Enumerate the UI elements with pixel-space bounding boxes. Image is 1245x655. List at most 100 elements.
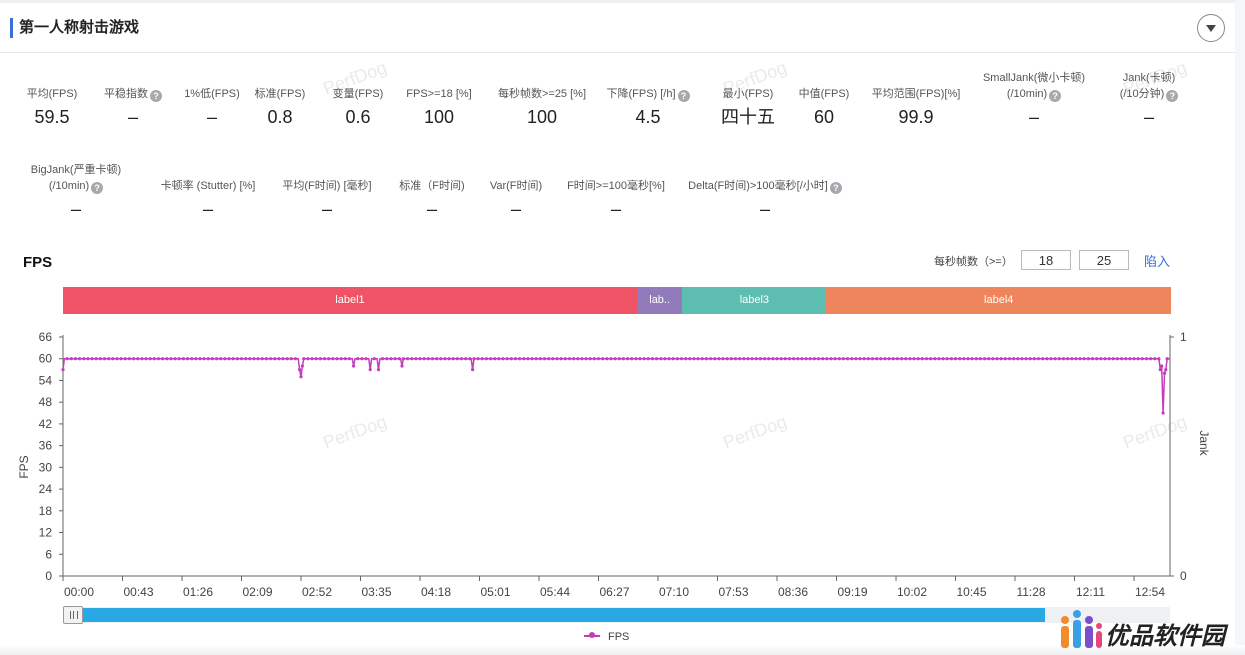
fps-data-point — [1020, 357, 1024, 361]
collapse-chevron-icon[interactable] — [1197, 14, 1225, 42]
metric-label-row: 平稳指数? — [53, 86, 213, 102]
fps-data-point — [406, 357, 410, 361]
chart-legend[interactable]: FPS — [584, 631, 629, 643]
fps-data-point — [754, 357, 758, 361]
fps-data-point — [900, 357, 904, 361]
metric-value: – — [202, 199, 213, 219]
fps-data-point — [999, 357, 1003, 361]
fps-data-point — [468, 357, 472, 361]
fps-data-point — [300, 364, 304, 368]
x-tick-label: 02:52 — [302, 585, 332, 599]
y-tick-label: 6 — [45, 547, 52, 561]
x-tick-label: 10:02 — [897, 585, 927, 599]
fps-data-point — [1111, 357, 1115, 361]
metric-value: 59.5 — [34, 107, 70, 127]
fps-chart-title: FPS — [23, 254, 53, 271]
y-tick-label: 12 — [39, 526, 53, 540]
help-icon[interactable]: ? — [1166, 90, 1179, 102]
metric-label-row: 中值(FPS) — [744, 86, 904, 102]
fps-threshold-label: 每秒帧数（>=） — [934, 256, 1013, 268]
metric-label: 标准(FPS) — [254, 88, 306, 100]
metric-label: 平均范围(FPS)[%] — [871, 88, 961, 100]
fps-data-point — [264, 357, 268, 361]
metric-card: 每秒帧数>=25 [%] 100 — [462, 86, 622, 128]
help-icon[interactable]: ? — [91, 182, 104, 194]
legend-line-marker-icon — [584, 632, 600, 638]
fps-data-point — [584, 357, 588, 361]
fps-data-point — [621, 357, 626, 361]
fps-data-point — [410, 357, 414, 361]
fps-data-point — [356, 357, 360, 361]
fps-data-point — [1160, 364, 1164, 368]
fps-series-line — [62, 357, 1170, 414]
metric-label-row: FPS>=18 [%] — [359, 86, 519, 102]
metric-value: 0.6 — [345, 107, 371, 127]
y2-axis-title: Jank — [1197, 430, 1211, 456]
fps-data-point — [580, 357, 584, 361]
fps-data-point — [165, 357, 169, 361]
metric-value: 0.8 — [267, 107, 293, 127]
metric-label: BigJank(严重卡顿) — [30, 164, 122, 176]
fps-data-point — [783, 357, 787, 361]
metric-value: – — [321, 199, 332, 219]
metric-label: Jank(卡顿) — [1122, 72, 1176, 84]
metric-label-row: 1%低(FPS) — [132, 86, 292, 102]
fps-data-point — [401, 357, 405, 361]
fps-data-point — [376, 368, 381, 372]
fps-data-point — [688, 357, 692, 361]
fps-data-point — [1061, 357, 1066, 361]
fps-threshold-2-input[interactable] — [1079, 250, 1129, 270]
metric-label-row: 卡顿率 (Stutter) [%] — [128, 178, 288, 194]
fps-data-point — [592, 357, 597, 361]
fps-data-point — [69, 357, 73, 361]
fps-data-point — [1165, 357, 1169, 361]
fps-data-point — [700, 357, 704, 361]
fps-data-point — [530, 357, 534, 361]
apply-link[interactable]: 陷入 — [1144, 254, 1171, 269]
fps-data-point — [1016, 357, 1020, 361]
fps-data-point — [916, 357, 920, 361]
timeline-scroll-range[interactable] — [63, 608, 1045, 622]
fps-data-point — [1161, 411, 1165, 415]
fps-data-point — [1103, 357, 1107, 361]
fps-data-point — [111, 357, 115, 361]
fps-data-point — [210, 357, 214, 361]
help-icon[interactable]: ? — [677, 90, 690, 102]
label-segment[interactable]: label3 — [682, 287, 827, 314]
metric-label-row: 最小(FPS) — [668, 86, 828, 102]
x-tick-label: 03:35 — [361, 585, 391, 599]
fps-threshold-1-input[interactable] — [1021, 250, 1071, 270]
label-segment[interactable]: label4 — [826, 287, 1171, 314]
fps-data-point — [426, 357, 430, 361]
label-segment[interactable]: lab.. — [636, 287, 683, 314]
x-tick-label: 06:27 — [599, 585, 629, 599]
metric-value: – — [70, 199, 81, 219]
timeline-scroll-handle[interactable] — [63, 606, 83, 624]
y-axis-title: FPS — [17, 455, 31, 478]
fps-data-point — [746, 357, 750, 361]
fps-data-point — [953, 357, 958, 361]
metric-card: 卡顿率 (Stutter) [%] – — [128, 178, 288, 220]
fps-data-point — [1041, 357, 1045, 361]
fps-data-point — [1164, 368, 1168, 372]
metric-value: – — [610, 199, 621, 219]
x-tick-label: 00:00 — [64, 585, 94, 599]
fps-data-point — [821, 357, 825, 361]
help-icon[interactable]: ? — [150, 90, 162, 102]
fps-data-point — [299, 375, 303, 379]
fps-data-point — [966, 357, 970, 361]
y-tick-label: 30 — [39, 460, 53, 474]
fps-data-point — [430, 357, 435, 361]
fps-data-point — [709, 357, 713, 361]
metric-value: 100 — [526, 107, 558, 127]
help-icon[interactable]: ? — [829, 182, 842, 194]
help-icon[interactable]: ? — [1049, 90, 1062, 102]
metric-label-unit: (/10min)? — [954, 86, 1114, 102]
metric-card: Var(F时间) – — [436, 178, 596, 220]
fps-data-point — [152, 357, 156, 361]
fps-data-point — [650, 357, 655, 361]
label-segment[interactable]: label1 — [63, 287, 637, 314]
fps-data-point — [733, 357, 738, 361]
fps-data-point — [887, 357, 891, 361]
fps-data-point — [1032, 357, 1036, 361]
